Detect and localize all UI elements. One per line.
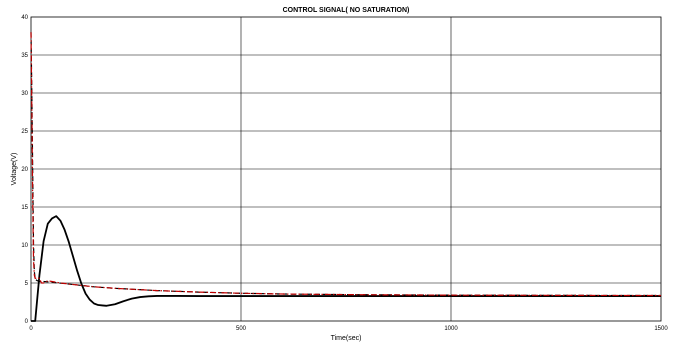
y-tick-label: 35 [21,53,28,59]
chart-title: CONTROL SIGNAL( NO SATURATION) [283,7,410,14]
x-axis-label: Time(sec) [331,335,362,342]
y-tick-label: 0 [25,319,29,325]
y-tick-label: 30 [21,91,28,97]
x-tick-label: 0 [29,326,33,332]
y-tick-label: 25 [21,129,28,135]
y-tick-label: 40 [21,15,28,21]
x-tick-label: 500 [236,326,247,332]
x-tick-label: 1500 [654,326,668,332]
grid [31,17,661,321]
y-tick-label: 20 [21,167,28,173]
y-tick-label: 15 [21,205,28,211]
y-tick-label: 10 [21,243,28,249]
y-tick-label: 5 [25,281,29,287]
series-line-solid [31,215,661,322]
x-tick-label: 1000 [444,326,458,332]
tick-labels: 0 5 10 15 20 25 30 35 40 0 500 1000 1500 [21,15,668,332]
y-axis-label: Voltage(V) [11,153,18,186]
series-layer [30,32,662,322]
